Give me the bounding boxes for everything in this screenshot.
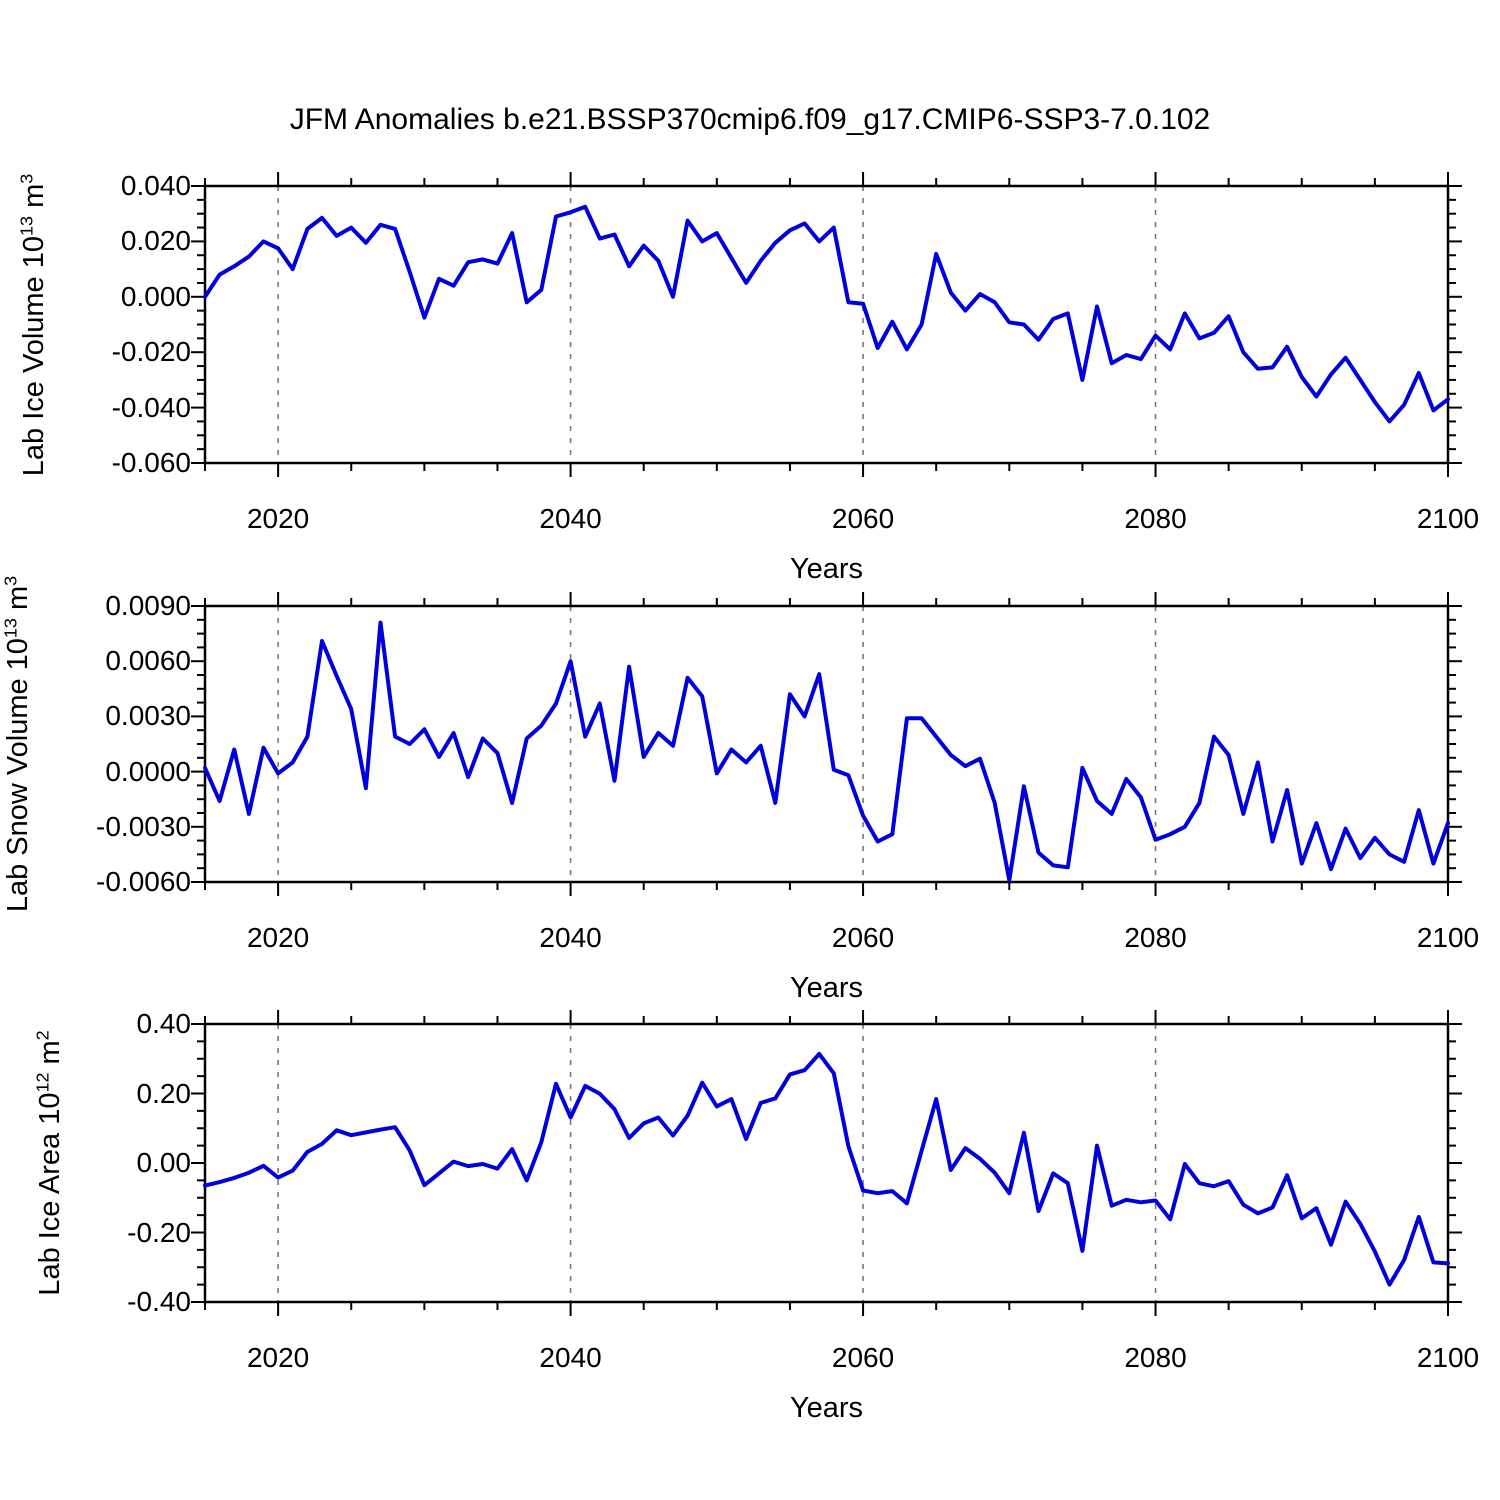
- y-tick-label: 0.0000: [105, 755, 191, 787]
- x-tick-label: 2020: [246, 1342, 310, 1373]
- y-tick-label: 0.0030: [105, 700, 191, 732]
- x-tick-label: 2080: [1124, 922, 1187, 953]
- x-tick-label: 2060: [831, 922, 895, 953]
- x-tick-label: 2020: [246, 503, 310, 534]
- y-tick-label: -0.020: [111, 336, 191, 368]
- y-tick-label: 0.00: [136, 1147, 192, 1178]
- y-tick-label: -0.060: [111, 447, 191, 478]
- y-tick-label: 0.040: [120, 170, 191, 201]
- panel-ice-area: [205, 1024, 1448, 1302]
- x-tick-label: 2020: [246, 922, 310, 953]
- x-axis-title: Years: [789, 553, 864, 585]
- y-axis-title: Lab Ice Area 1012 m2: [32, 1030, 66, 1296]
- y-tick-label: -0.040: [111, 391, 191, 423]
- x-tick-label: 2080: [1124, 1342, 1187, 1373]
- x-tick-label: 2100: [1416, 503, 1480, 534]
- panel-ice-volume: [205, 186, 1448, 463]
- x-tick-label: 2060: [831, 1342, 895, 1373]
- y-tick-label: -0.0030: [96, 810, 191, 842]
- y-tick-label: 0.020: [120, 225, 191, 257]
- y-tick-label: 0.20: [136, 1077, 192, 1109]
- x-tick-label: 2040: [539, 922, 602, 953]
- y-axis-title: Lab Snow Volume 1013 m3: [0, 575, 34, 913]
- y-tick-label: -0.20: [127, 1216, 191, 1248]
- series-line-ice-volume: [203, 204, 1450, 424]
- x-axis-title: Years: [789, 1392, 864, 1424]
- x-tick-label: 2040: [539, 1342, 602, 1373]
- y-tick-label: 0.000: [120, 280, 191, 312]
- chart-title: JFM Anomalies b.e21.BSSP370cmip6.f09_g17…: [289, 103, 1211, 136]
- x-tick-label: 2080: [1124, 503, 1187, 534]
- x-tick-label: 2100: [1416, 1342, 1480, 1373]
- y-tick-label: 0.0090: [105, 590, 191, 621]
- y-tick-label: -0.0060: [96, 866, 191, 897]
- y-tick-label: -0.40: [127, 1286, 191, 1317]
- x-tick-label: 2060: [831, 503, 895, 534]
- x-tick-label: 2100: [1416, 922, 1480, 953]
- y-tick-label: 0.0060: [105, 645, 191, 677]
- x-tick-label: 2040: [539, 503, 602, 534]
- series-line-ice-area: [203, 1051, 1450, 1287]
- panel-snow-volume: [205, 606, 1448, 882]
- y-axis-title: Lab Ice Volume 1013 m3: [16, 173, 50, 476]
- series-line-snow-volume: [203, 620, 1450, 883]
- x-axis-title: Years: [789, 972, 864, 1004]
- y-tick-label: 0.40: [136, 1008, 192, 1039]
